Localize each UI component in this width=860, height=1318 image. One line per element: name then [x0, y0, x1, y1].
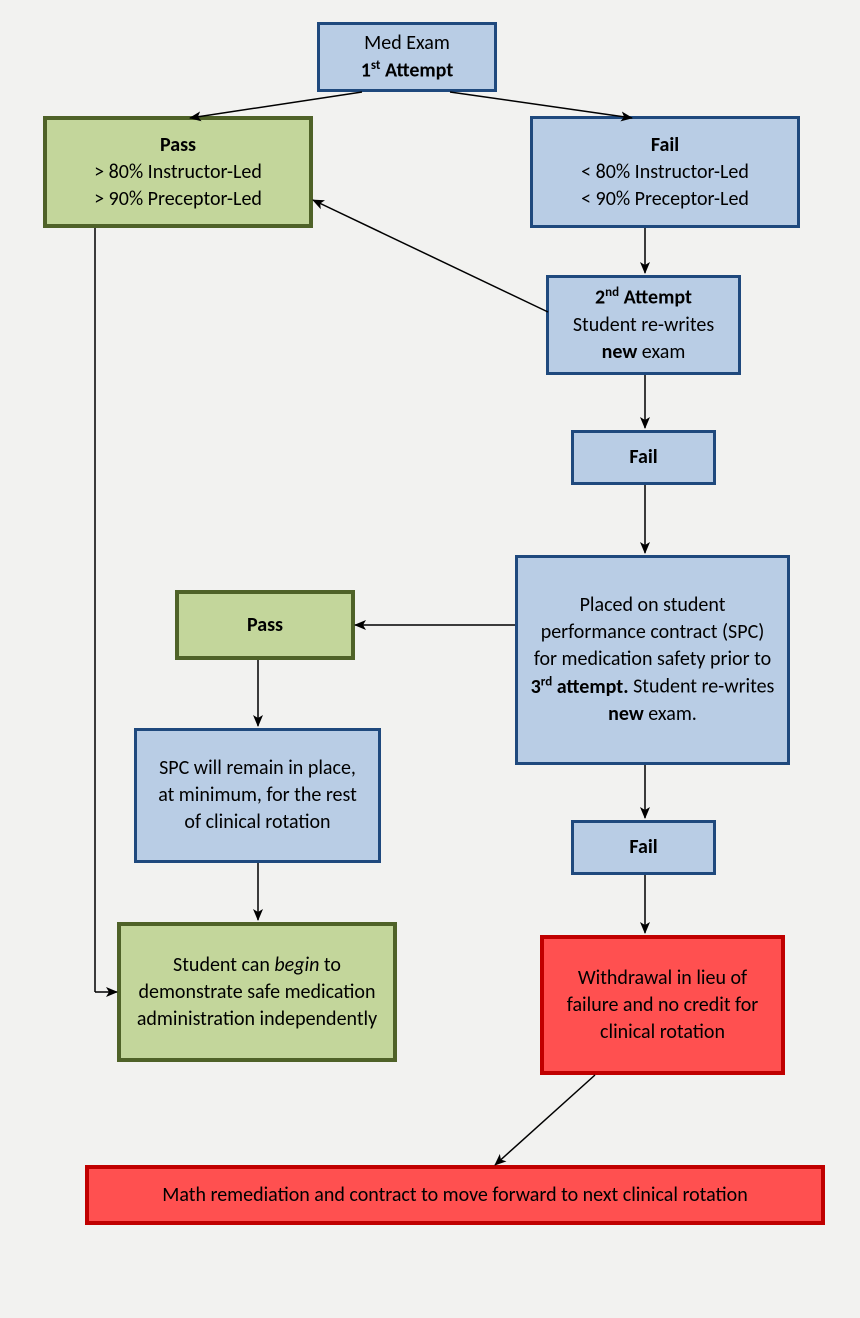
node-remediation: Math remediation and contract to move fo…	[85, 1165, 825, 1225]
node-pass2: Pass	[175, 590, 355, 660]
pass2-title: Pass	[247, 612, 283, 639]
node-withdrawal: Withdrawal in lieu of failure and no cre…	[540, 935, 785, 1075]
pass1-line2: > 80% Instructor-Led	[94, 159, 262, 186]
fail3-title: Fail	[629, 834, 657, 861]
withdrawal-text: Withdrawal in lieu of failure and no cre…	[556, 965, 769, 1046]
begin-text: Student can begin to demonstrate safe me…	[133, 952, 381, 1033]
pass1-title: Pass	[160, 132, 196, 159]
node-fail3: Fail	[571, 820, 716, 875]
remediation-text: Math remediation and contract to move fo…	[162, 1182, 747, 1209]
node-spc-remain: SPC will remain in place, at minimum, fo…	[134, 728, 381, 863]
pass1-line3: > 90% Preceptor-Led	[94, 186, 262, 213]
spc-text: Placed on student performance contract (…	[530, 592, 775, 728]
node-fail1: Fail < 80% Instructor-Led < 90% Precepto…	[530, 116, 800, 228]
fail1-title: Fail	[651, 132, 679, 159]
node-fail2: Fail	[571, 430, 716, 485]
node-spc: Placed on student performance contract (…	[515, 555, 790, 765]
fail1-line2: < 80% Instructor-Led	[581, 159, 749, 186]
node-start: Med Exam 1st Attempt	[317, 22, 497, 92]
spc-remain-text: SPC will remain in place, at minimum, fo…	[149, 755, 366, 836]
fail2-title: Fail	[629, 444, 657, 471]
start-line1: Med Exam	[364, 30, 450, 57]
node-pass1: Pass > 80% Instructor-Led > 90% Precepto…	[43, 116, 313, 228]
start-line2: 1st Attempt	[361, 57, 454, 85]
node-begin: Student can begin to demonstrate safe me…	[117, 922, 397, 1062]
attempt2-line1: 2nd Attempt	[595, 284, 692, 312]
node-attempt2: 2nd Attempt Student re-writes new exam	[546, 275, 741, 375]
fail1-line3: < 90% Preceptor-Led	[581, 186, 749, 213]
attempt2-line2: Student re-writes new exam	[561, 312, 726, 366]
